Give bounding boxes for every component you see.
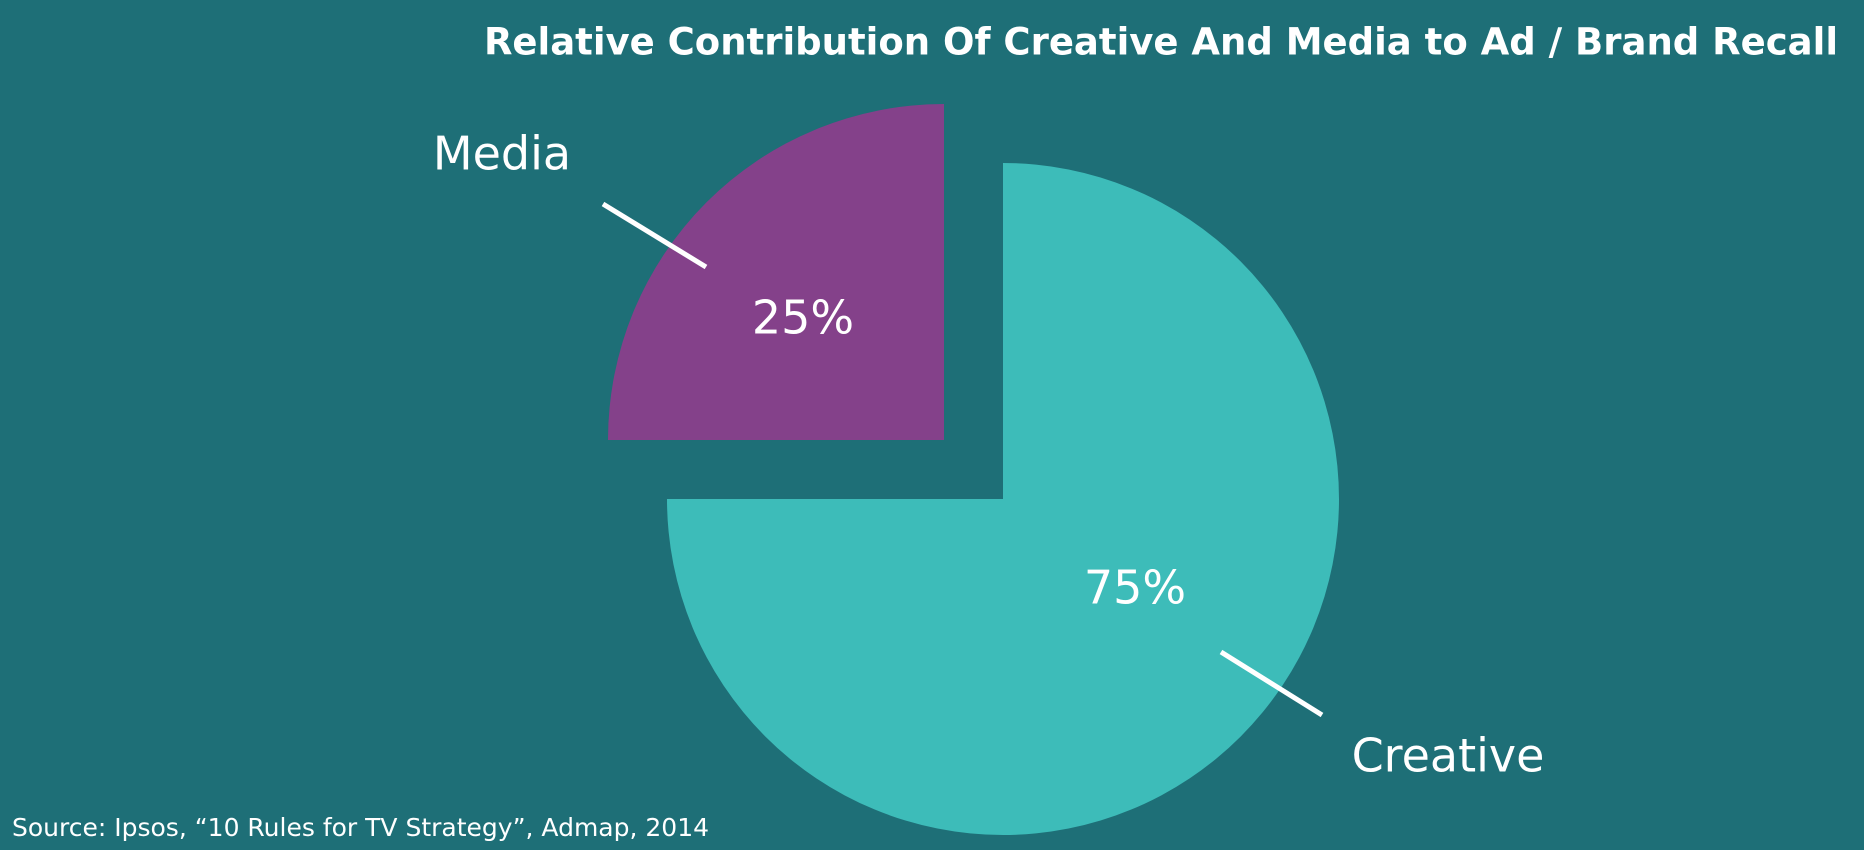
value-label: 75%: [1084, 561, 1186, 615]
pie-slice: [608, 104, 944, 440]
pie-slice: [667, 163, 1339, 835]
chart-title: Relative Contribution Of Creative And Me…: [484, 21, 1838, 64]
source-note: Source: Ipsos, “10 Rules for TV Strategy…: [12, 813, 709, 842]
leader-line: [1219, 649, 1324, 718]
leader-line: [601, 201, 708, 270]
category-label: Creative: [1352, 729, 1545, 783]
category-label: Media: [433, 127, 571, 181]
value-label: 25%: [752, 291, 854, 345]
